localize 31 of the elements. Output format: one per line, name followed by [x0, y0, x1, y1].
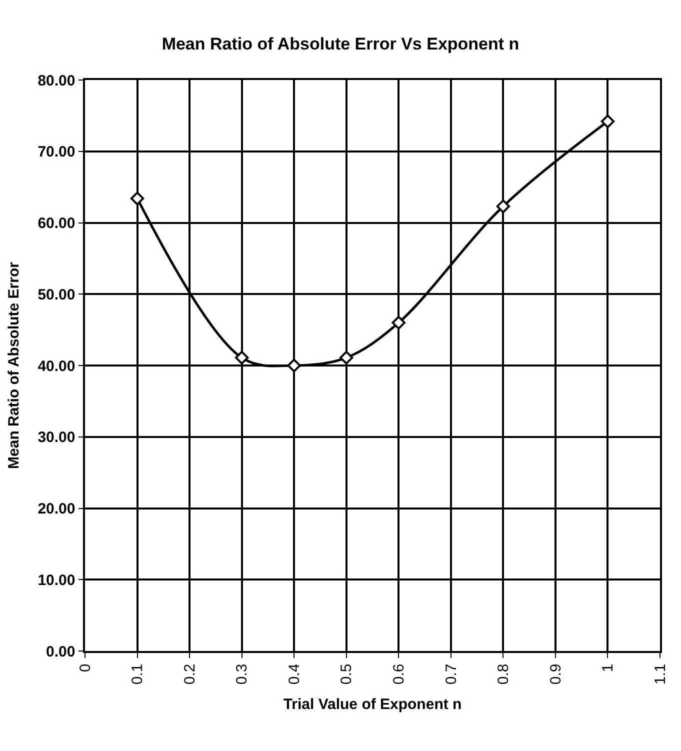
x-tick-label: 0.8	[495, 664, 512, 685]
point	[340, 350, 354, 364]
point	[234, 350, 249, 364]
x-tick-label: 0.2	[181, 664, 198, 685]
x-tick-label: 1	[600, 664, 617, 672]
chart-title: Mean Ratio of Absolute Error Vs Exponent n	[162, 34, 520, 54]
x-tick-label: 0.1	[129, 664, 146, 685]
y-tick-label: 40.00	[38, 358, 76, 375]
y-tick-label: 60.00	[38, 215, 76, 232]
y-tick-label: 70.00	[38, 144, 76, 161]
x-tick-label: 0.9	[547, 664, 564, 685]
x-tick-label: 0.4	[286, 664, 303, 685]
y-tick-label: 80.00	[38, 72, 76, 90]
point	[287, 358, 301, 372]
x-tick-label: 0.6	[390, 664, 408, 685]
point	[600, 114, 615, 128]
x-tick-label: 1.1	[652, 664, 669, 685]
y-tick-label: 10.00	[38, 572, 76, 589]
y-tick-label: 30.00	[38, 429, 76, 446]
x-tick-label: 0	[76, 664, 94, 672]
y-axis-title: Mean Ratio of Absolute Error	[5, 262, 22, 469]
y-tick-label: 50.00	[38, 286, 76, 304]
x-axis-title: Trial Value of Exponent n	[283, 696, 462, 714]
x-tick-label: 0.7	[442, 664, 460, 685]
y-tick-label: 20.00	[38, 500, 76, 518]
point	[392, 316, 406, 330]
point	[496, 199, 510, 214]
y-tick-label: 0.00	[46, 643, 76, 660]
x-tick-label: 0.3	[234, 664, 251, 685]
point	[130, 192, 144, 206]
x-tick-label: 0.5	[338, 664, 356, 685]
